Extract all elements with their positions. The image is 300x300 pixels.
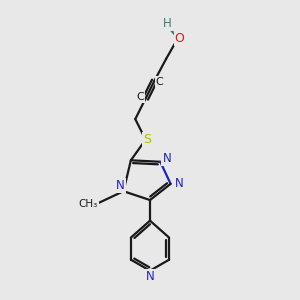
Text: N: N xyxy=(162,152,171,165)
Text: O: O xyxy=(175,32,184,45)
Text: C: C xyxy=(136,92,144,102)
Text: S: S xyxy=(143,133,151,146)
Text: H: H xyxy=(163,17,172,31)
Text: N: N xyxy=(175,177,183,190)
Text: N: N xyxy=(146,270,154,283)
Text: C: C xyxy=(156,77,164,87)
Text: N: N xyxy=(116,179,125,192)
Text: CH₃: CH₃ xyxy=(79,200,98,209)
